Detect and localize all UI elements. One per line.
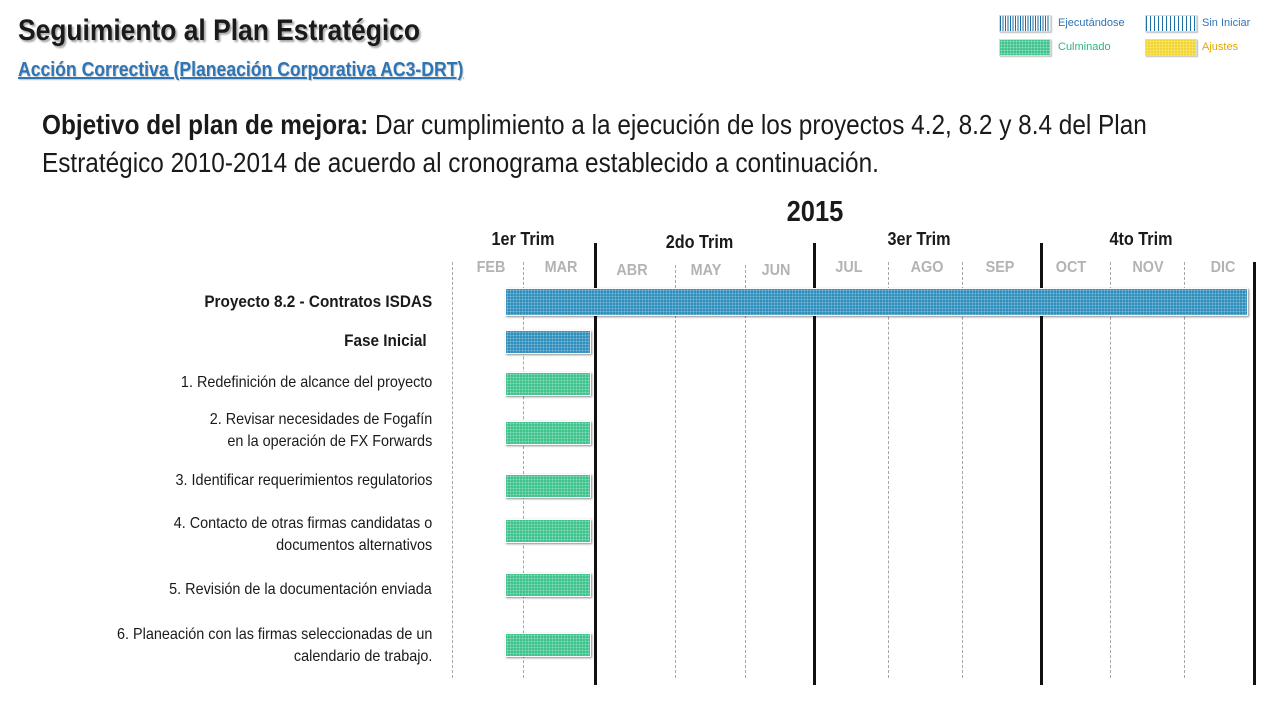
month-label-jul: JUL [835,259,863,276]
legend-swatch-culminado [999,39,1051,56]
gantt-bar-proyecto[interactable] [505,288,1248,316]
gantt-bar-task-4[interactable] [505,519,591,543]
quarter-label-q1: 1er Trim [491,229,555,249]
legend-label-sin-iniciar: Sin Iniciar [1202,17,1251,29]
gantt-bar-fase-inicial[interactable] [505,330,591,354]
gantt-bar-task-1[interactable] [505,372,591,396]
objective-paragraph: Objetivo del plan de mejora: Dar cumplim… [42,106,1251,182]
grid-line-dashed [523,262,524,678]
month-label-jun: JUN [761,262,791,279]
gantt-bar-task-6[interactable] [505,633,591,657]
month-label-sep: SEP [985,259,1015,276]
quarter-label-q4: 4to Trim [1109,229,1173,249]
quarter-label-q3: 3er Trim [887,229,951,249]
quarter-divider [594,243,597,685]
task-label-1: 1. Redefinición de alcance del proyecto [180,374,432,391]
grid-line-dashed [675,265,676,678]
quarter-divider [813,243,816,685]
month-label-dic: DIC [1210,259,1236,276]
grid-line-dashed [745,265,746,678]
task-label-4: 4. Contacto de otras firmas candidatas o… [173,515,432,554]
legend-label-ajustes: Ajustes [1202,41,1239,53]
task-label-6: 6. Planeación con las firmas seleccionad… [116,626,432,665]
month-label-abr: ABR [616,262,648,279]
quarter-divider [1040,243,1043,685]
month-label-mar: MAR [544,259,578,276]
task-label-fase-inicial: Fase Inicial [344,331,427,350]
legend-label-ejecutandose: Ejecutándose [1058,17,1125,29]
legend-label-culminado: Culminado [1058,41,1111,53]
task-label-3: 3. Identificar requerimientos regulatori… [175,472,432,489]
month-label-ago: AGO [910,259,944,276]
grid-line-dashed [452,262,453,678]
legend-swatch-ejecutandose [999,15,1051,32]
objective-text: Dar cumplimiento a la ejecución de los p… [42,109,1147,178]
gantt-bar-task-5[interactable] [505,573,591,597]
task-label-proyecto: Proyecto 8.2 - Contratos ISDAS [204,292,432,311]
timeline-year: 2015 [786,196,844,228]
objective-label: Objetivo del plan de mejora: [42,109,369,140]
month-label-oct: OCT [1055,259,1087,276]
month-label-feb: FEB [476,259,506,276]
legend-swatch-sin-iniciar [1145,15,1197,32]
month-label-may: MAY [690,262,722,279]
grid-line-dashed [888,262,889,678]
gantt-bar-task-3[interactable] [505,474,591,498]
grid-line-dashed [1110,262,1111,678]
page-subtitle-link[interactable]: Acción Correctiva (Planeación Corporativ… [18,59,464,81]
grid-line-dashed [962,262,963,678]
timeline-end-line [1253,262,1256,685]
task-label-2: 2. Revisar necesidades de Fogafín en la … [209,411,432,450]
month-label-nov: NOV [1132,259,1164,276]
gantt-bar-task-2[interactable] [505,421,591,445]
task-label-5: 5. Revisión de la documentación enviada [169,581,432,598]
legend-swatch-ajustes [1145,39,1197,56]
grid-line-dashed [1184,262,1185,678]
page-title: Seguimiento al Plan Estratégico [18,14,420,47]
quarter-label-q2: 2do Trim [665,232,734,252]
